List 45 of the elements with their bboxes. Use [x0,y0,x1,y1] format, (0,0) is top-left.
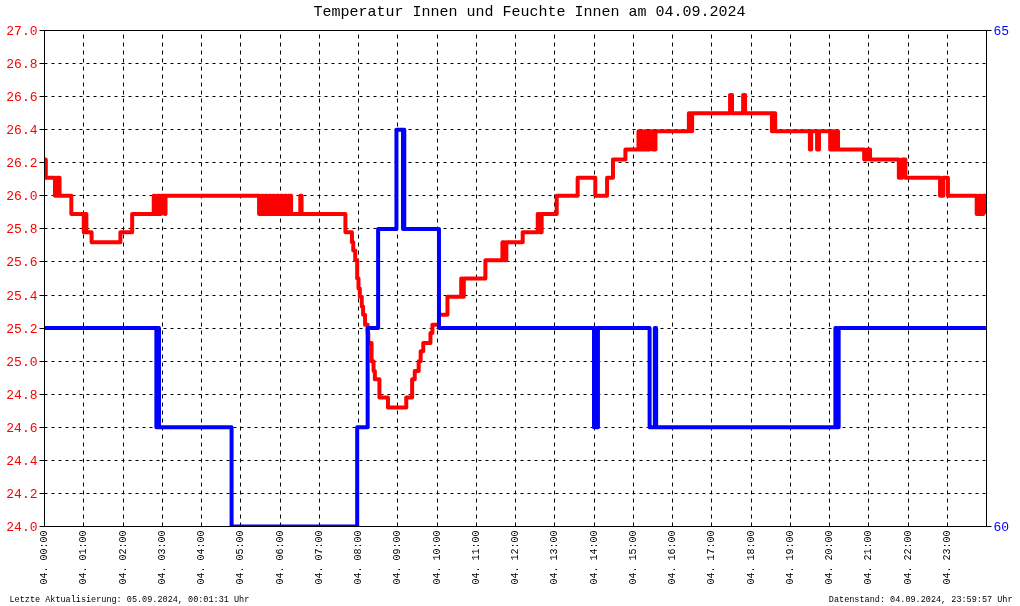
text: Datenstand: 04.09.2024, 23:59:57 Uhr [828,594,1013,605]
x-tick-label: 04. 06:00 [274,530,286,585]
y-tick-label: 24.8 [6,387,38,403]
y-tick-label: 25.2 [6,321,38,337]
x-tick-label: 04. 16:00 [667,530,678,585]
y-tick-label: 26.4 [6,123,38,139]
y-tick-label: 26.6 [6,90,38,106]
text: Letzte Aktualisierung: 05.09.2024, 00:01:31 Uhr [9,594,250,605]
x-tick-label: 04. 05:00 [235,530,247,585]
y-tick-label: 26.2 [6,156,38,172]
y2-tick-label: 60 [993,520,1010,535]
y-tick-label: 24.2 [6,486,38,502]
chart-title: Temperatur Innen und Feuchte Innen am 04.09.2024 [313,4,746,21]
y-tick-label: 25.0 [6,354,38,370]
x-tick-label: 04. 07:00 [313,530,325,585]
x-tick-label: 04. 01:00 [78,530,90,585]
x-tick-label: 04. 08:00 [353,530,364,585]
x-tick-label: 04. 11:00 [470,530,482,585]
y-tick-label: 25.8 [6,222,38,238]
x-tick-label: 04. 18:00 [745,530,757,585]
x-tick-label: 04. 10:00 [431,530,443,585]
y-tick-label: 25.6 [6,255,38,271]
y2-tick-label: 65 [993,24,1010,39]
y-tick-label: 24.6 [6,420,38,436]
x-tick-label: 04. 19:00 [784,530,796,585]
x-tick-label: 04. 03:00 [156,530,168,585]
x-tick-label: 04. 12:00 [510,530,521,585]
x-tick-label: 04. 20:00 [824,530,835,585]
x-tick-label: 04. 17:00 [706,530,718,585]
x-tick-label: 04. 02:00 [117,530,129,585]
y-tick-label: 26.8 [6,57,38,73]
x-tick-label: 04. 09:00 [392,530,404,585]
x-tick-label: 04. 04:00 [196,530,207,585]
x-tick-label: 04. 15:00 [627,530,639,585]
y-tick-label: 24.0 [6,520,38,535]
x-tick-label: 04. 23:00 [941,530,953,585]
y-tick-label: 27.0 [6,24,38,39]
x-tick-label: 04. 13:00 [549,530,561,585]
x-tick-label: 04. 14:00 [588,530,600,585]
x-tick-label: 04. 21:00 [863,530,875,585]
x-tick-label: 04. 00:00 [39,530,50,585]
y-tick-label: 26.0 [6,189,38,205]
x-tick-label: 04. 22:00 [902,530,914,585]
y-tick-label: 24.4 [6,453,38,469]
y-tick-label: 25.4 [6,288,38,304]
